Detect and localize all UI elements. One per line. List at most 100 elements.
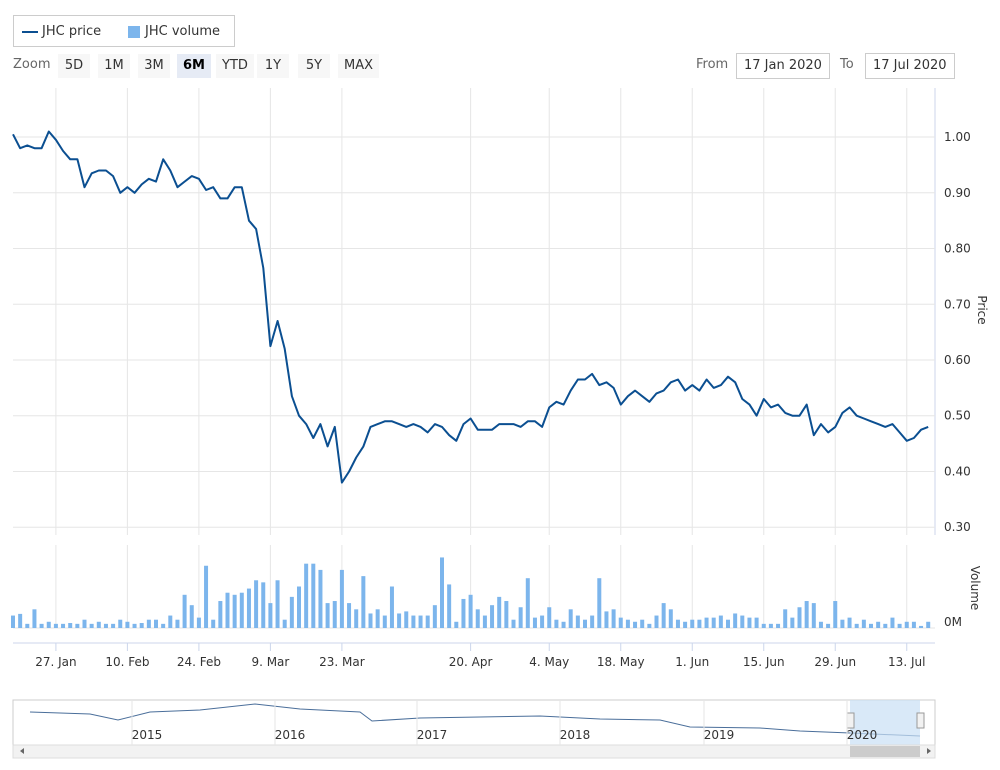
volume-bar [347, 603, 352, 628]
volume-bar [189, 605, 194, 628]
volume-bar [661, 603, 666, 628]
volume-bar [311, 563, 316, 628]
y-tick-label: 0.40 [944, 464, 971, 478]
navigator-handle[interactable] [846, 712, 855, 729]
volume-bar [640, 619, 645, 628]
volume-bar [690, 619, 695, 628]
zoom-button[interactable]: YTD [216, 54, 254, 78]
zoom-label: Zoom [13, 57, 51, 72]
zoom-button[interactable]: 5Y [298, 54, 330, 78]
x-tick-label: 23. Mar [319, 655, 365, 669]
volume-bar [146, 619, 151, 628]
scrollbar[interactable] [12, 744, 936, 759]
volume-bar [497, 596, 502, 628]
volume-bar [289, 596, 294, 628]
volume-bar [618, 617, 623, 628]
zoom-button[interactable]: MAX [338, 54, 380, 78]
volume-bar [232, 594, 237, 628]
volume-bar [747, 617, 752, 628]
y-tick-label: 1.00 [944, 130, 971, 144]
legend-label: JHC price [42, 24, 102, 39]
legend-item[interactable]: JHC price [22, 24, 101, 39]
x-tick-label: 15. Jun [743, 655, 785, 669]
from-date-input[interactable]: 17 Jan 2020 [736, 53, 830, 79]
volume-bar [325, 603, 330, 628]
volume-bar [532, 617, 537, 628]
navigator-handle[interactable] [916, 712, 925, 729]
volume-bar [418, 615, 423, 628]
volume-bar [268, 603, 273, 628]
volume-bar [675, 619, 680, 628]
volume-bar [890, 617, 895, 628]
zoom-button[interactable]: 1Y [257, 54, 289, 78]
volume-bar [811, 603, 816, 628]
x-tick-label: 1. Jun [675, 655, 709, 669]
navigator-year-label: 2015 [132, 728, 163, 742]
volume-bar [554, 619, 559, 628]
volume-bar [568, 609, 573, 628]
volume-bar [668, 609, 673, 628]
volume-bar [89, 623, 94, 628]
volume-bar [590, 615, 595, 628]
zoom-button[interactable]: 1M [98, 54, 130, 78]
volume-bar [254, 580, 259, 628]
volume-bar [904, 621, 909, 628]
volume-bar [218, 601, 223, 628]
volume-bar [339, 569, 344, 628]
x-tick-label: 9. Mar [251, 655, 289, 669]
volume-bar [11, 615, 15, 628]
volume-bar [826, 623, 831, 628]
volume-bar [389, 586, 394, 628]
volume-bar [861, 619, 866, 628]
volume-bar [246, 588, 251, 628]
volume-bar [876, 621, 881, 628]
volume-bar [125, 621, 130, 628]
volume-bar [82, 619, 87, 628]
y-tick-label: 0.90 [944, 186, 971, 200]
zoom-button[interactable]: 5D [58, 54, 90, 78]
y2-axis-title: Volume [968, 566, 982, 611]
volume-bar [919, 625, 924, 628]
zoom-button[interactable]: 3M [138, 54, 170, 78]
volume-bar [211, 619, 216, 628]
volume-bar [733, 613, 738, 628]
volume-bar [297, 586, 301, 628]
volume-bar [511, 619, 516, 628]
volume-bar [39, 623, 44, 628]
navigator [12, 699, 936, 746]
y-axis-title: Price [975, 295, 989, 324]
zoom-button[interactable]: 6M [177, 54, 211, 78]
to-date-input[interactable]: 17 Jul 2020 [865, 53, 955, 79]
navigator-line [29, 703, 921, 737]
volume-bar [411, 615, 416, 628]
x-tick-label: 29. Jun [814, 655, 856, 669]
y-tick-label: 0.50 [944, 409, 971, 423]
volume-bar [354, 609, 359, 628]
legend-label: JHC volume [145, 24, 220, 39]
volume-bar [318, 569, 323, 628]
volume-bar [168, 615, 173, 628]
y-tick-label: 0.80 [944, 242, 971, 256]
volume-bar [32, 609, 37, 628]
navigator-selection[interactable] [850, 700, 920, 745]
legend-item[interactable]: JHC volume [128, 24, 220, 39]
volume-bar [797, 607, 802, 628]
scrollbar-thumb[interactable] [850, 746, 920, 757]
volume-bar [440, 557, 444, 628]
volume-bar [382, 615, 387, 628]
volume-bar [111, 623, 116, 628]
volume-bar [461, 598, 466, 628]
volume-bar [847, 617, 852, 628]
x-tick-label: 24. Feb [177, 655, 221, 669]
volume-bar [490, 605, 495, 628]
volume-bar [139, 623, 144, 628]
volume-bar [18, 613, 23, 628]
x-tick-label: 27. Jan [35, 655, 76, 669]
volume-bar [654, 615, 659, 628]
volume-bar [604, 611, 609, 628]
volume-bar [225, 592, 230, 628]
volume-bar [397, 613, 402, 628]
navigator-year-label: 2019 [704, 728, 735, 742]
volume-bar [818, 621, 823, 628]
